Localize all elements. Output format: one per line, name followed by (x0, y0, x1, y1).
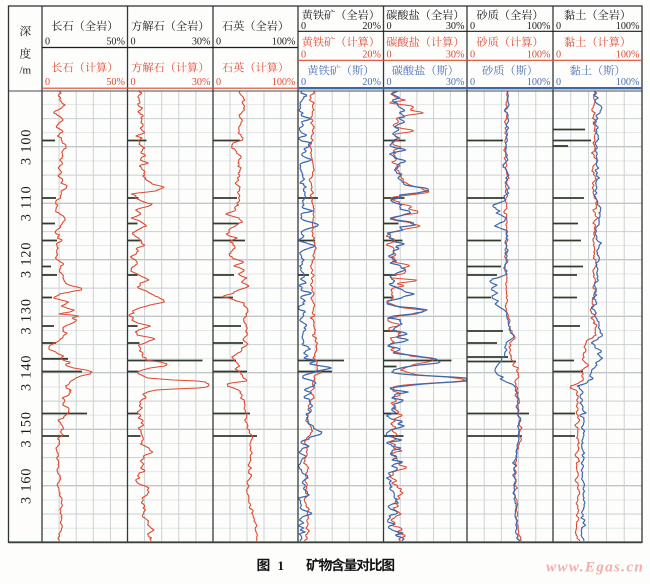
svg-text:0: 0 (556, 77, 561, 88)
svg-text:100%: 100% (616, 50, 640, 61)
svg-text:20%: 20% (362, 21, 381, 32)
svg-text:3 140: 3 140 (19, 355, 35, 391)
svg-text:100%: 100% (272, 37, 296, 48)
svg-text:0: 0 (556, 50, 561, 61)
svg-text:50%: 50% (106, 37, 125, 48)
svg-text:0: 0 (301, 77, 306, 88)
svg-text:50%: 50% (106, 77, 125, 88)
svg-text:0: 0 (387, 21, 392, 32)
svg-text:30%: 30% (192, 77, 211, 88)
svg-text:0: 0 (301, 21, 306, 32)
svg-text:0: 0 (45, 37, 50, 48)
svg-text:3 150: 3 150 (19, 411, 35, 447)
svg-text:1: 1 (278, 558, 285, 573)
svg-text:0: 0 (387, 77, 392, 88)
svg-text:30%: 30% (446, 77, 465, 88)
svg-text:www.Egas.cn: www.Egas.cn (546, 559, 644, 576)
svg-text:0: 0 (470, 21, 475, 32)
svg-text:0: 0 (556, 21, 561, 32)
svg-text:0: 0 (45, 77, 50, 88)
svg-text:3 160: 3 160 (19, 468, 35, 504)
svg-text:0: 0 (470, 77, 475, 88)
svg-text:0: 0 (131, 37, 136, 48)
svg-text:0: 0 (387, 50, 392, 61)
svg-text:0: 0 (216, 77, 221, 88)
svg-text:100%: 100% (527, 21, 551, 32)
svg-text:20%: 20% (362, 50, 381, 61)
svg-text:100%: 100% (527, 77, 551, 88)
svg-text:0: 0 (470, 50, 475, 61)
svg-text:0: 0 (301, 50, 306, 61)
svg-text:3 120: 3 120 (19, 242, 35, 278)
svg-text:3 110: 3 110 (19, 185, 35, 221)
svg-text:3 130: 3 130 (19, 298, 35, 334)
svg-text:100%: 100% (616, 77, 640, 88)
svg-text:3 100: 3 100 (19, 129, 35, 165)
svg-text:100%: 100% (616, 21, 640, 32)
svg-text:100%: 100% (527, 50, 551, 61)
svg-text:0: 0 (131, 77, 136, 88)
svg-text:/m: /m (19, 65, 31, 77)
svg-text:30%: 30% (446, 50, 465, 61)
svg-text:30%: 30% (192, 37, 211, 48)
svg-text:30%: 30% (446, 21, 465, 32)
svg-text:20%: 20% (362, 77, 381, 88)
svg-text:100%: 100% (272, 77, 296, 88)
svg-text:0: 0 (216, 37, 221, 48)
